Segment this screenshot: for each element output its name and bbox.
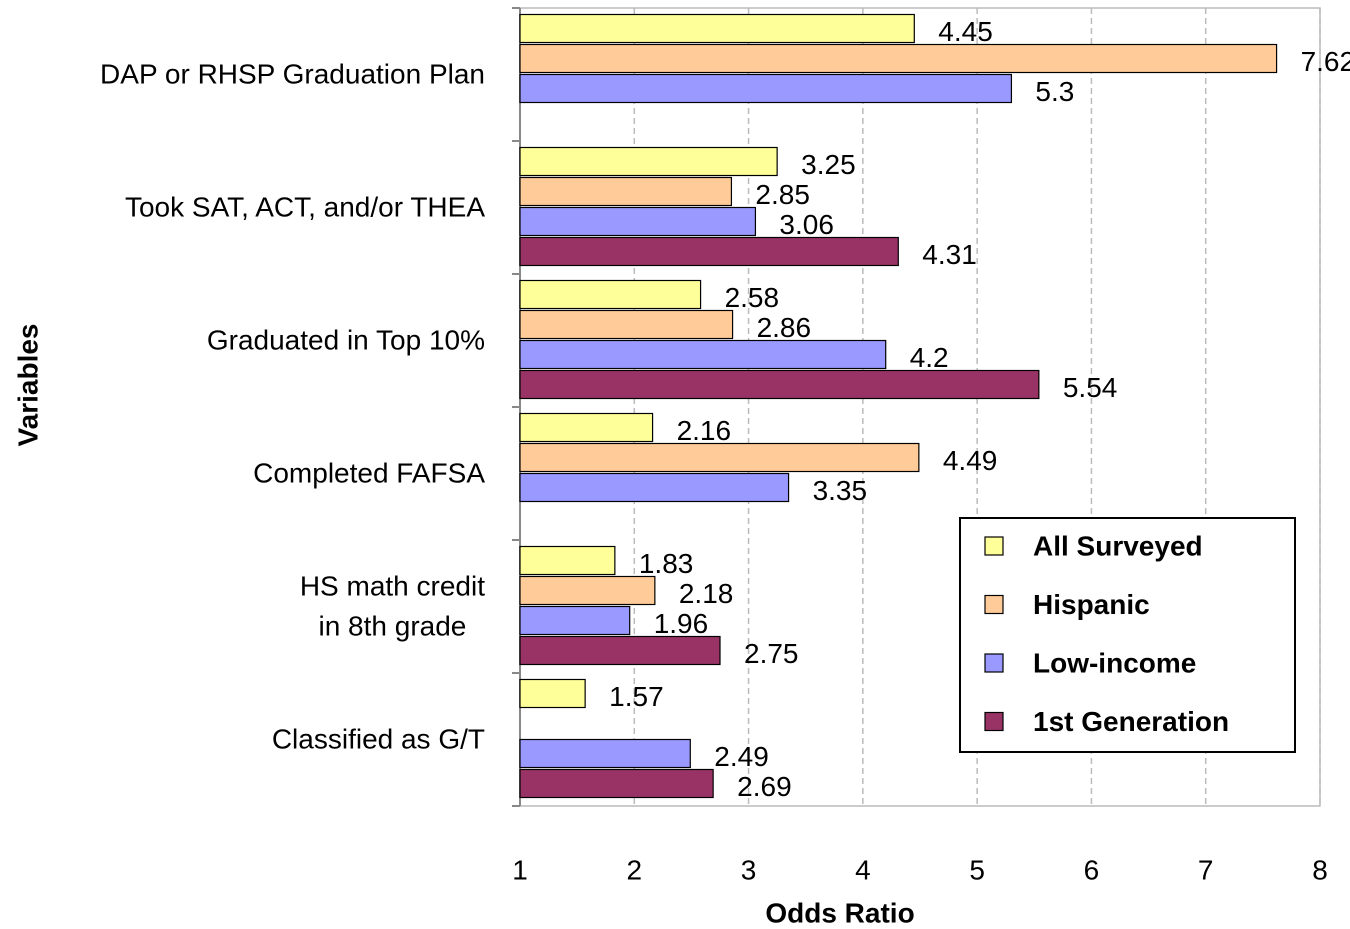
bar <box>519 678 586 709</box>
value-label: 1.57 <box>609 681 664 712</box>
bar <box>519 43 1278 74</box>
bar <box>519 472 790 503</box>
bar <box>519 369 1040 400</box>
value-label: 2.49 <box>714 741 769 772</box>
x-tick-label: 6 <box>1084 854 1100 885</box>
value-label: 3.35 <box>813 475 868 506</box>
value-label: 4.45 <box>938 16 993 47</box>
bar <box>519 768 714 799</box>
value-label: 4.2 <box>910 342 949 373</box>
value-label: 4.31 <box>922 239 977 270</box>
bar <box>519 236 899 267</box>
value-label: 2.86 <box>757 312 812 343</box>
y-axis-title: Variables <box>12 324 43 447</box>
legend-label: 1st Generation <box>1033 706 1229 737</box>
bar <box>519 635 721 666</box>
value-label: 1.83 <box>639 548 694 579</box>
y-tick-label: DAP or RHSP Graduation Plan <box>100 58 485 90</box>
y-tick-label: Graduated in Top 10% <box>206 324 485 356</box>
value-label: 2.58 <box>725 282 780 313</box>
x-tick-label: 2 <box>626 854 642 885</box>
legend-box <box>959 517 1296 753</box>
value-label: 3.06 <box>779 209 834 240</box>
bar <box>519 738 691 769</box>
value-label: 2.85 <box>755 179 810 210</box>
y-tick-label: Classified as G/T <box>271 723 485 755</box>
bar <box>519 206 757 237</box>
bar <box>519 605 631 636</box>
value-label: 3.25 <box>801 149 856 180</box>
bar <box>519 575 656 606</box>
bar <box>519 146 778 177</box>
y-tick-label: HS math credit in 8th grade <box>299 569 485 642</box>
value-label: 5.3 <box>1035 76 1074 107</box>
y-tick-label: Took SAT, ACT, and/or THEA <box>124 191 485 223</box>
legend-swatch <box>984 594 1004 615</box>
legend-label: Hispanic <box>1033 589 1150 620</box>
x-tick-label: 7 <box>1198 854 1214 885</box>
bar <box>519 442 920 473</box>
value-label: 2.18 <box>679 578 734 609</box>
bar <box>519 339 887 370</box>
bar <box>519 412 654 443</box>
legend-label: All Surveyed <box>1033 530 1203 561</box>
x-tick-label: 3 <box>741 854 757 885</box>
value-label: 1.96 <box>654 608 709 639</box>
bar <box>519 73 1013 104</box>
value-label: 4.49 <box>943 445 998 476</box>
value-label: 5.54 <box>1063 372 1118 403</box>
value-label: 2.75 <box>744 638 799 669</box>
x-axis-title: Odds Ratio <box>765 897 914 928</box>
x-tick-label: 5 <box>969 854 985 885</box>
value-label: 7.62 <box>1301 46 1350 77</box>
bar <box>519 309 734 340</box>
value-label: 2.69 <box>737 771 792 802</box>
bar <box>519 13 915 44</box>
legend-label: Low-income <box>1033 647 1196 678</box>
legend-swatch <box>984 536 1004 556</box>
y-tick-label: Completed FAFSA <box>253 457 485 489</box>
x-tick-label: 1 <box>512 854 528 885</box>
legend-swatch <box>984 711 1004 732</box>
x-tick-label: 8 <box>1312 854 1328 885</box>
legend-swatch <box>984 653 1004 673</box>
bar <box>519 279 702 310</box>
value-label: 2.16 <box>677 415 732 446</box>
bar <box>519 545 616 576</box>
bar <box>519 176 733 207</box>
x-tick-label: 4 <box>855 854 871 885</box>
